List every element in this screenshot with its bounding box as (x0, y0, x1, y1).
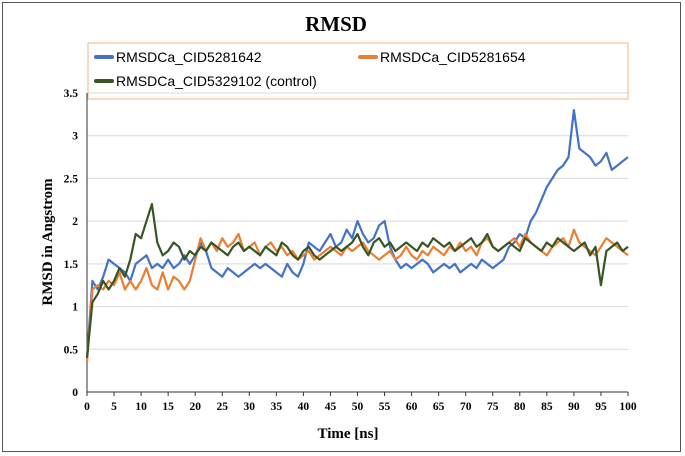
x-tick-label: 95 (595, 401, 607, 413)
y-tick-label: 0 (72, 387, 78, 399)
legend-label-series-2: RMSDCa_CID5281654 (380, 49, 526, 65)
x-tick-label: 85 (541, 401, 553, 413)
axes (86, 93, 629, 396)
x-tick-label: 60 (406, 401, 418, 413)
chart-title: RMSD (305, 12, 367, 36)
x-tick-label: 65 (433, 401, 445, 413)
y-axis-label: RMSD in Angstrom (40, 178, 56, 306)
x-tick-label: 25 (217, 401, 229, 413)
x-tick-label: 20 (189, 401, 201, 413)
legend-box (87, 42, 629, 100)
y-tick-label: 2.5 (64, 173, 79, 185)
y-tick-label: 3 (72, 131, 78, 143)
x-tick-labels: 0 5 10 15 20 25 30 35 40 45 50 55 60 65 70 75 80 85 90 95 10… (84, 401, 637, 413)
y-tick-label: 2 (72, 216, 78, 228)
x-tick-label: 80 (514, 401, 526, 413)
x-tick-label: 35 (271, 401, 283, 413)
legend: RMSDCa_CID5281642 RMSDCa_CID5281654 RMSD… (87, 42, 629, 100)
y-tick-label: 1.5 (64, 259, 79, 271)
legend-label-series-3: RMSDCa_CID5329102 (control) (116, 73, 317, 89)
x-tick-label: 15 (162, 401, 174, 413)
series-line-1 (85, 108, 629, 358)
x-tick-label: 5 (111, 401, 117, 413)
x-tick-label: 90 (568, 401, 580, 413)
x-tick-label: 55 (379, 401, 391, 413)
x-tick-label: 0 (84, 401, 90, 413)
x-tick-label: 40 (298, 401, 310, 413)
y-tick-labels: 0 0.5 1 1.5 2 2.5 3 3.5 (64, 88, 79, 399)
legend-label-series-1: RMSDCa_CID5281642 (116, 49, 262, 65)
x-tick-label: 50 (352, 401, 364, 413)
x-tick-label: 45 (325, 401, 337, 413)
series-line-3 (85, 203, 629, 358)
x-tick-label: 100 (619, 401, 637, 413)
data-series (85, 108, 629, 363)
y-tick-label: 3.5 (64, 88, 79, 100)
x-tick-label: 70 (460, 401, 472, 413)
x-tick-label: 30 (244, 401, 256, 413)
x-tick-label: 75 (487, 401, 499, 413)
x-axis-label: Time [ns] (318, 426, 379, 442)
x-tick-label: 10 (135, 401, 147, 413)
y-tick-label: 0.5 (64, 344, 79, 356)
y-tick-label: 1 (72, 302, 78, 314)
